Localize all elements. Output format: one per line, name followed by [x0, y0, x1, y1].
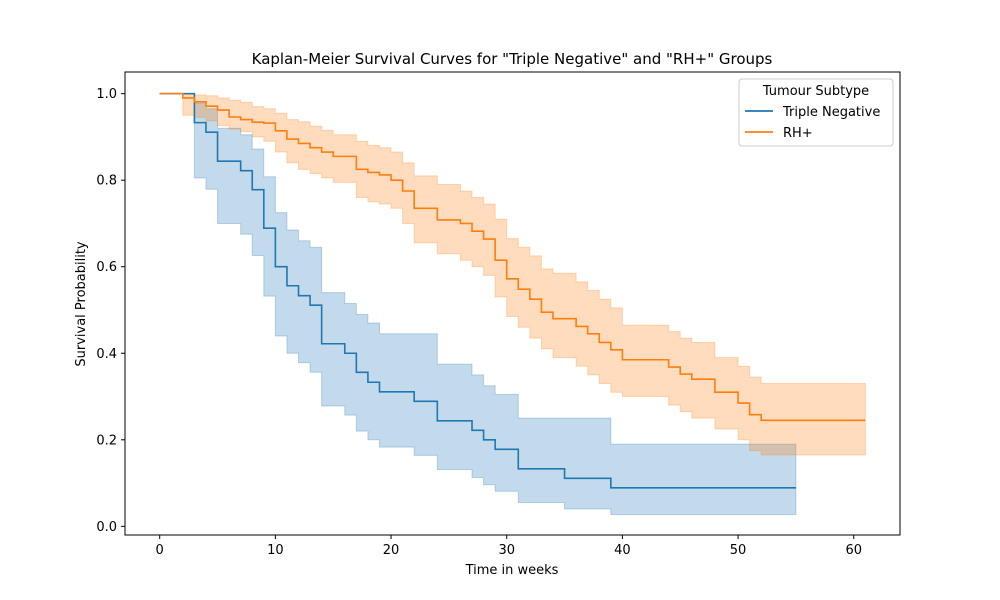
x-tick-label: 40: [614, 543, 631, 558]
x-tick-label: 60: [845, 543, 862, 558]
chart-title: Kaplan-Meier Survival Curves for "Triple…: [252, 50, 773, 68]
y-axis-ticks: 0.0 0.2 0.4 0.6 0.8 1.0: [96, 87, 125, 535]
x-tick-label: 20: [383, 543, 400, 558]
plot-area: [159, 92, 866, 516]
x-tick-label: 0: [156, 543, 164, 558]
survival-curve-triple-negative: [159, 92, 796, 489]
x-axis-label: Time in weeks: [465, 563, 559, 578]
y-axis-label: Survival Probability: [74, 241, 89, 367]
y-tick-label: 0.2: [96, 433, 117, 448]
legend-entry-rh-plus: RH+: [783, 126, 813, 141]
legend-entry-triple-negative: Triple Negative: [782, 105, 880, 120]
y-tick-label: 0.0: [96, 520, 117, 535]
y-tick-label: 0.4: [96, 347, 117, 362]
legend-title: Tumour Subtype: [762, 84, 869, 99]
axes-frame: [124, 71, 901, 536]
y-tick-label: 0.6: [96, 260, 117, 275]
y-tick-label: 1.0: [96, 87, 117, 102]
x-tick-label: 10: [267, 543, 284, 558]
x-tick-label: 30: [498, 543, 515, 558]
confidence-band-triple-negative: [159, 93, 797, 516]
legend-box: [738, 78, 894, 147]
survival-curve-rh-plus: [159, 92, 866, 422]
x-tick-label: 50: [730, 543, 747, 558]
confidence-band-rh-plus: [159, 93, 866, 456]
y-tick-label: 0.8: [96, 174, 117, 189]
legend: Tumour Subtype Triple Negative RH+: [738, 78, 894, 147]
x-axis-ticks: 0 10 20 30 40 50 60: [156, 535, 862, 558]
